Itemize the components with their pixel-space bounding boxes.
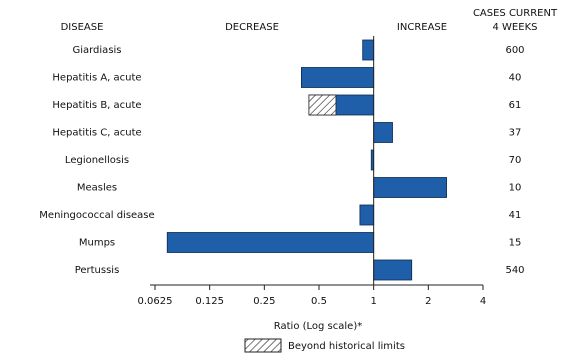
cases-value: 10 (509, 183, 522, 194)
x-tick-label: 0.25 (253, 296, 275, 307)
category-label: Legionellosis (65, 155, 129, 166)
cases-value: 600 (505, 45, 524, 56)
category-label: Giardiasis (72, 45, 121, 56)
cases-value: 540 (505, 265, 524, 276)
category-label: Hepatitis B, acute (52, 100, 141, 111)
header-cases: CASES CURRENT (473, 8, 558, 19)
cases-value: 70 (509, 155, 522, 166)
x-tick-label: 2 (425, 296, 431, 307)
beyond-limits (308, 94, 337, 116)
bar (166, 232, 375, 253)
x-tick-label: 0.5 (311, 296, 327, 307)
category-label: Measles (77, 183, 117, 194)
cases-value: 41 (509, 210, 522, 221)
cases-value: 40 (509, 73, 522, 84)
legend-label: Beyond historical limits (288, 341, 405, 352)
bar (301, 67, 375, 88)
bar (359, 204, 375, 226)
category-label: Pertussis (75, 265, 120, 276)
header-decrease: DECREASE (225, 22, 279, 33)
category-label: Mumps (79, 238, 115, 249)
x-tick-label: 1 (370, 296, 376, 307)
cases-value: 61 (509, 100, 522, 111)
cases-value: 15 (509, 238, 522, 249)
header-disease: DISEASE (61, 22, 104, 33)
x-tick-label: 0.0625 (138, 296, 173, 307)
x-tick-label: 4 (480, 296, 486, 307)
category-label: Hepatitis A, acute (52, 73, 141, 84)
bar (373, 177, 447, 198)
bar (373, 259, 413, 281)
x-tick-label: 0.125 (195, 296, 224, 307)
bar (362, 39, 375, 61)
category-label: Hepatitis C, acute (52, 128, 141, 139)
x-axis-label: Ratio (Log scale)* (274, 321, 362, 332)
header-increase: INCREASE (397, 22, 447, 33)
category-label: Meningococcal disease (39, 210, 154, 221)
legend-swatch (244, 338, 282, 353)
bar (373, 122, 393, 143)
cases-value: 37 (509, 128, 522, 139)
header-cases: 4 WEEKS (493, 22, 538, 33)
